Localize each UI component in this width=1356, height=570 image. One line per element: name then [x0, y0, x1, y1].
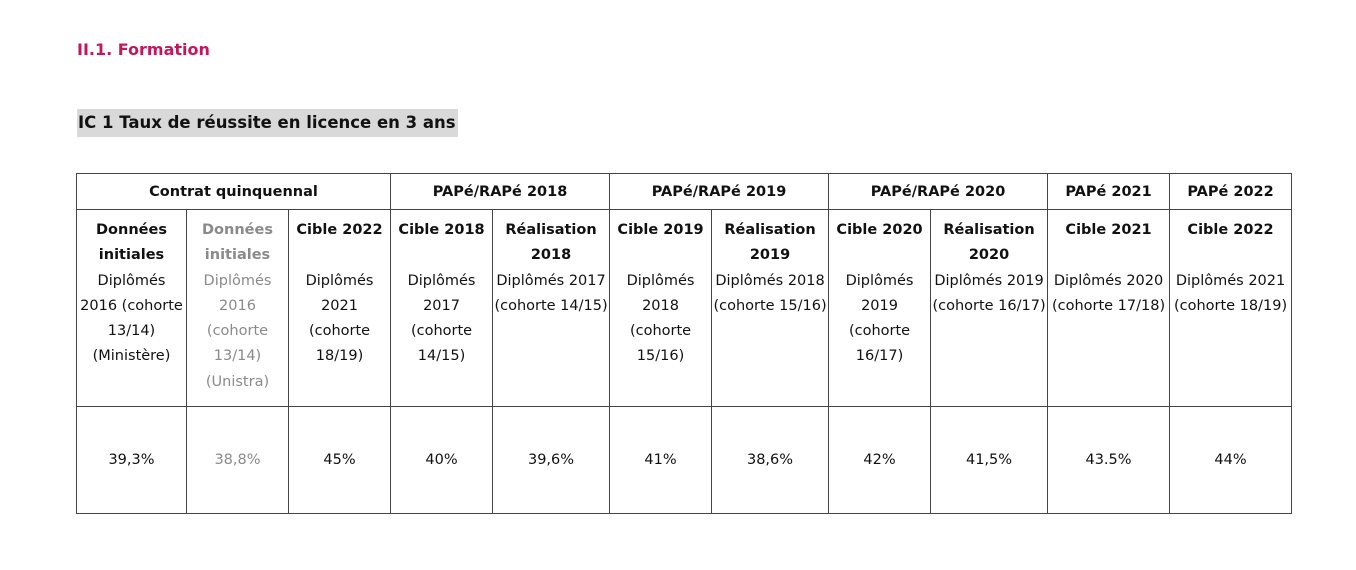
column-subtitle: Diplômés 2021 (cohorte 18/19)	[305, 272, 374, 365]
value-cell: 39,3%	[76, 406, 187, 514]
column-header: Cible 2022 Diplômés 2021 (cohorte 18/19)	[287, 209, 392, 407]
value-cell: 41,5%	[930, 406, 1049, 514]
group-header: Contrat quinquennal	[75, 173, 392, 210]
indicator-title: IC 1 Taux de réussite en licence en 3 an…	[77, 109, 458, 137]
column-header: Réalisation 2020 Diplômés 2019 (cohorte …	[930, 209, 1049, 407]
column-header: Réalisation 2018 Diplômés 2017 (cohorte …	[492, 209, 611, 407]
column-subtitle: Diplômés 2017 (cohorte 14/15)	[407, 272, 476, 365]
column-title: Cible 2022	[296, 222, 383, 238]
group-header: PAPé 2021	[1047, 173, 1171, 210]
column-subtitle: Diplômés 2018 (cohorte 15/16)	[713, 272, 827, 314]
value-cell: 44%	[1169, 406, 1293, 514]
value-cell: 38,6%	[711, 406, 830, 514]
column-header: Cible 2019 Diplômés 2018 (cohorte 15/16)	[609, 209, 713, 407]
group-header: PAPé/RAPé 2020	[828, 173, 1049, 210]
column-header: Cible 2022 Diplômés 2021 (cohorte 18/19)	[1169, 209, 1293, 407]
column-header: Cible 2018 Diplômés 2017 (cohorte 14/15)	[390, 209, 494, 407]
column-subtitle: Diplômés 2020 (cohorte 17/18)	[1051, 272, 1166, 314]
column-title: Cible 2019	[617, 222, 704, 238]
group-header: PAPé/RAPé 2018	[390, 173, 611, 210]
column-title: Réalisation 2018	[505, 222, 597, 264]
value-cell: 39,6%	[492, 406, 611, 514]
group-header-row: Contrat quinquennal PAPé/RAPé 2018 PAPé/…	[75, 173, 1293, 210]
group-header: PAPé 2022	[1169, 173, 1293, 210]
column-header: Cible 2021 Diplômés 2020 (cohorte 17/18)	[1047, 209, 1171, 407]
value-cell: 41%	[609, 406, 713, 514]
column-subtitle: Diplômés 2016 (cohorte 13/14) (Unistra)	[203, 272, 272, 390]
column-header: Cible 2020 Diplômés 2019 (cohorte 16/17)	[828, 209, 932, 407]
column-title: Cible 2022	[1187, 222, 1274, 238]
column-title: Cible 2021	[1065, 222, 1152, 238]
column-title: Réalisation 2019	[724, 222, 816, 264]
column-subtitle: Diplômés 2016 (cohorte 13/14) (Ministère…	[80, 272, 183, 365]
column-subtitle: Diplômés 2019 (cohorte 16/17)	[932, 272, 1046, 314]
column-title: Données initiales	[202, 222, 273, 264]
column-subtitle: Diplômés 2019 (cohorte 16/17)	[845, 272, 914, 365]
column-header: Données initiales Diplômés 2016 (cohorte…	[186, 209, 289, 407]
indicator-table: Contrat quinquennal PAPé/RAPé 2018 PAPé/…	[75, 173, 1293, 514]
group-header: PAPé/RAPé 2019	[609, 173, 830, 210]
value-cell: 38,8%	[186, 406, 289, 514]
column-title: Réalisation 2020	[943, 222, 1035, 264]
column-title: Cible 2018	[398, 222, 485, 238]
column-header: Données initiales Diplômés 2016 (cohorte…	[76, 209, 187, 407]
value-cell: 45%	[287, 406, 392, 514]
column-header-row: Données initiales Diplômés 2016 (cohorte…	[76, 209, 1293, 407]
column-title: Cible 2020	[836, 222, 923, 238]
value-row: 39,3% 38,8% 45% 40% 39,6% 41% 38,6% 42% …	[76, 406, 1293, 514]
value-cell: 43.5%	[1047, 406, 1171, 514]
column-subtitle: Diplômés 2018 (cohorte 15/16)	[626, 272, 695, 365]
value-cell: 42%	[828, 406, 932, 514]
section-heading: II.1. Formation	[77, 40, 210, 59]
column-title: Données initiales	[96, 222, 167, 264]
column-header: Réalisation 2019 Diplômés 2018 (cohorte …	[711, 209, 830, 407]
value-cell: 40%	[390, 406, 494, 514]
column-subtitle: Diplômés 2017 (cohorte 14/15)	[494, 272, 608, 314]
column-subtitle: Diplômés 2021 (cohorte 18/19)	[1173, 272, 1288, 314]
